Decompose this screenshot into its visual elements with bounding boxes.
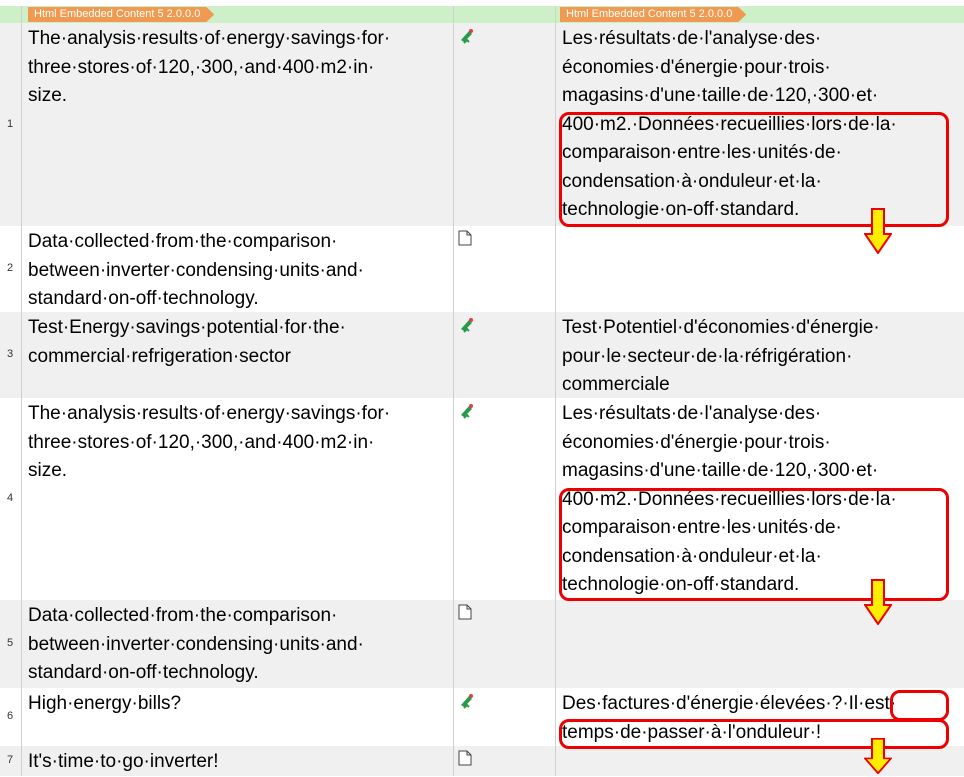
empty-document-icon: [458, 750, 476, 768]
target-line: Des·factures·d'énergie·élevées·?·Il·est·: [562, 693, 897, 714]
source-text[interactable]: The·analysis·results·of·energy·savings·f…: [28, 400, 390, 486]
segment-number: 2: [6, 262, 14, 274]
segment-number: 1: [6, 117, 14, 130]
highlight-box: [559, 112, 949, 227]
source-text[interactable]: Test·Energy·savings·potential·for·the· co…: [28, 314, 346, 371]
source-line: three·stores·of·120,·300,·and·400·m2·in·: [28, 56, 375, 78]
divider: [21, 6, 22, 776]
divider: [453, 6, 454, 776]
target-line: Test·Potentiel·d'économies·d'énergie·: [562, 317, 880, 338]
target-text[interactable]: Test·Potentiel·d'économies·d'énergie· pou…: [562, 314, 880, 400]
segment-number: 3: [6, 348, 14, 360]
target-line: condensation·à·onduleur·et·la·: [562, 545, 822, 567]
source-text[interactable]: The·analysis·results·of·energy·savings·f…: [28, 25, 390, 111]
source-line: three·stores·of·120,·300,·and·400·m2·in·: [28, 431, 375, 453]
source-line: Data·collected·from·the·comparison·: [28, 231, 338, 252]
segment-row[interactable]: 1 The·analysis·results·of·energy·savings·…: [0, 23, 964, 226]
source-line: standard·on-off·technology.: [28, 288, 259, 309]
source-line: commercial·refrigeration·sector: [28, 345, 291, 367]
segment-number: 6: [6, 710, 14, 722]
target-structure-tag: Html Embedded Content 5 2.0.0.0: [560, 7, 746, 22]
target-text[interactable]: Les·résultats·de·l'analyse·des· économies…: [562, 25, 897, 225]
segment-header: Html Embedded Content 5 2.0.0.0 Html Emb…: [0, 6, 964, 23]
target-line: magasins·d'une·taille·de·120,·300·et·: [562, 85, 879, 106]
highlight-box: [559, 488, 949, 601]
target-line: 400·m2.·Données·recueillies·lors·de·la·: [562, 488, 897, 510]
down-arrow-icon: [864, 738, 892, 774]
source-structure-tag: Html Embedded Content 5 2.0.0.0: [28, 7, 214, 22]
empty-document-icon: [458, 230, 476, 248]
source-line: between·inverter·condensing·units·and·: [28, 259, 364, 281]
target-line: technologie·on-off·standard.: [562, 574, 800, 595]
source-line: standard·on-off·technology.: [28, 662, 259, 683]
down-arrow-icon: [864, 208, 892, 254]
target-text[interactable]: Les·résultats·de·l'analyse·des· économies…: [562, 400, 897, 600]
target-line: commerciale: [562, 374, 670, 395]
source-line: Test·Energy·savings·potential·for·the·: [28, 317, 346, 338]
source-text[interactable]: Data·collected·from·the·comparison· betwe…: [28, 602, 364, 688]
source-line: High·energy·bills?: [28, 693, 182, 714]
source-line: The·analysis·results·of·energy·savings·f…: [28, 28, 391, 49]
segment-row[interactable]: 6 High·energy·bills? Des·factures·d'énergi…: [0, 688, 964, 746]
edited-pencil-icon: [458, 27, 476, 45]
highlight-box: [559, 719, 949, 749]
target-line: comparaison·entre·les·unités·de·: [562, 517, 842, 538]
segment-number: 7: [6, 754, 14, 766]
edited-pencil-icon: [458, 316, 476, 334]
source-line: between·inverter·condensing·units·and·: [28, 633, 364, 655]
source-line: Data·collected·from·the·comparison·: [28, 605, 338, 626]
segment-row[interactable]: 5 Data·collected·from·the·comparison· betw…: [0, 600, 964, 688]
target-line: Les·résultats·de·l'analyse·des·: [562, 28, 822, 49]
divider: [555, 6, 556, 776]
segment-row[interactable]: 4 The·analysis·results·of·energy·savings·…: [0, 398, 964, 600]
target-line: technologie·on-off·standard.: [562, 199, 800, 220]
segment-number: 4: [6, 492, 14, 504]
source-line: It's·time·to·go·inverter!: [28, 751, 219, 772]
edited-pencil-icon: [458, 692, 476, 710]
target-line: condensation·à·onduleur·et·la·: [562, 170, 822, 192]
target-line: pour·le·secteur·de·la·réfrigération·: [562, 345, 853, 367]
source-line: The·analysis·results·of·energy·savings·f…: [28, 403, 391, 424]
target-line: comparaison·entre·les·unités·de·: [562, 142, 842, 163]
segment-row[interactable]: 3 Test·Energy·savings·potential·for·the· c…: [0, 312, 964, 398]
highlight-box: [890, 690, 949, 721]
target-line: Les·résultats·de·l'analyse·des·: [562, 403, 822, 424]
empty-document-icon: [458, 604, 476, 622]
segment-number: 5: [6, 637, 14, 649]
target-text[interactable]: Des·factures·d'énergie·élevées·?·Il·est·…: [562, 690, 896, 747]
segment-row[interactable]: 2 Data·collected·from·the·comparison· betw…: [0, 226, 964, 312]
target-line: temps·de·passer·à·l'onduleur·!: [562, 721, 822, 743]
source-text[interactable]: Data·collected·from·the·comparison· betwe…: [28, 228, 364, 314]
down-arrow-icon: [864, 579, 892, 625]
target-line: magasins·d'une·taille·de·120,·300·et·: [562, 460, 879, 481]
source-line: size.: [28, 460, 68, 481]
edited-pencil-icon: [458, 402, 476, 420]
target-line: économies·d'énergie·pour·trois·: [562, 431, 831, 453]
target-line: 400·m2.·Données·recueillies·lors·de·la·: [562, 113, 897, 135]
target-line: économies·d'énergie·pour·trois·: [562, 56, 831, 78]
source-text[interactable]: High·energy·bills?: [28, 690, 181, 719]
source-line: size.: [28, 85, 68, 106]
source-text[interactable]: It's·time·to·go·inverter!: [28, 748, 219, 777]
segment-row[interactable]: 7 It's·time·to·go·inverter!: [0, 746, 964, 776]
